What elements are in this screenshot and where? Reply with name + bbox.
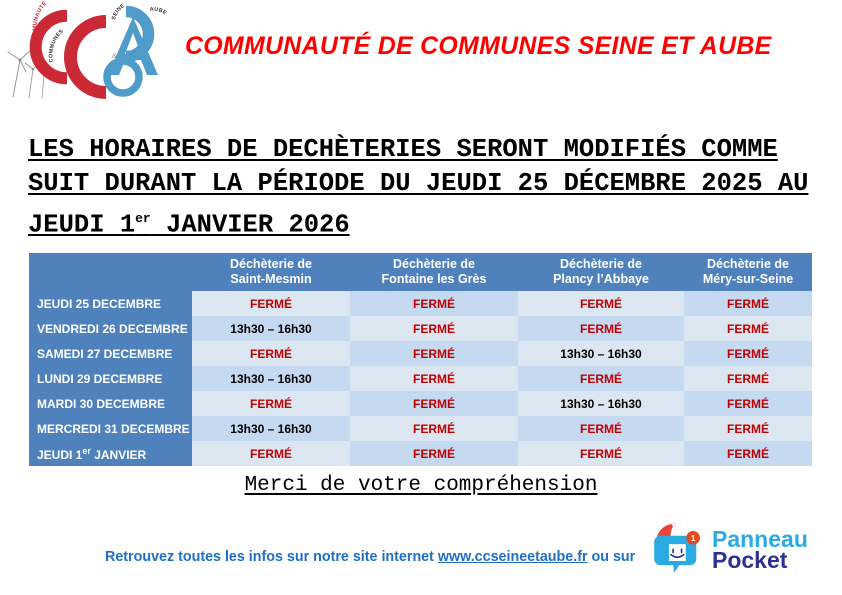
svg-text:1: 1	[691, 533, 696, 543]
svg-text:AUBE: AUBE	[150, 7, 168, 17]
svg-text:COMMUNES: COMMUNES	[48, 28, 65, 62]
svg-text:&: &	[112, 51, 118, 60]
svg-text:SEINE: SEINE	[111, 3, 126, 21]
